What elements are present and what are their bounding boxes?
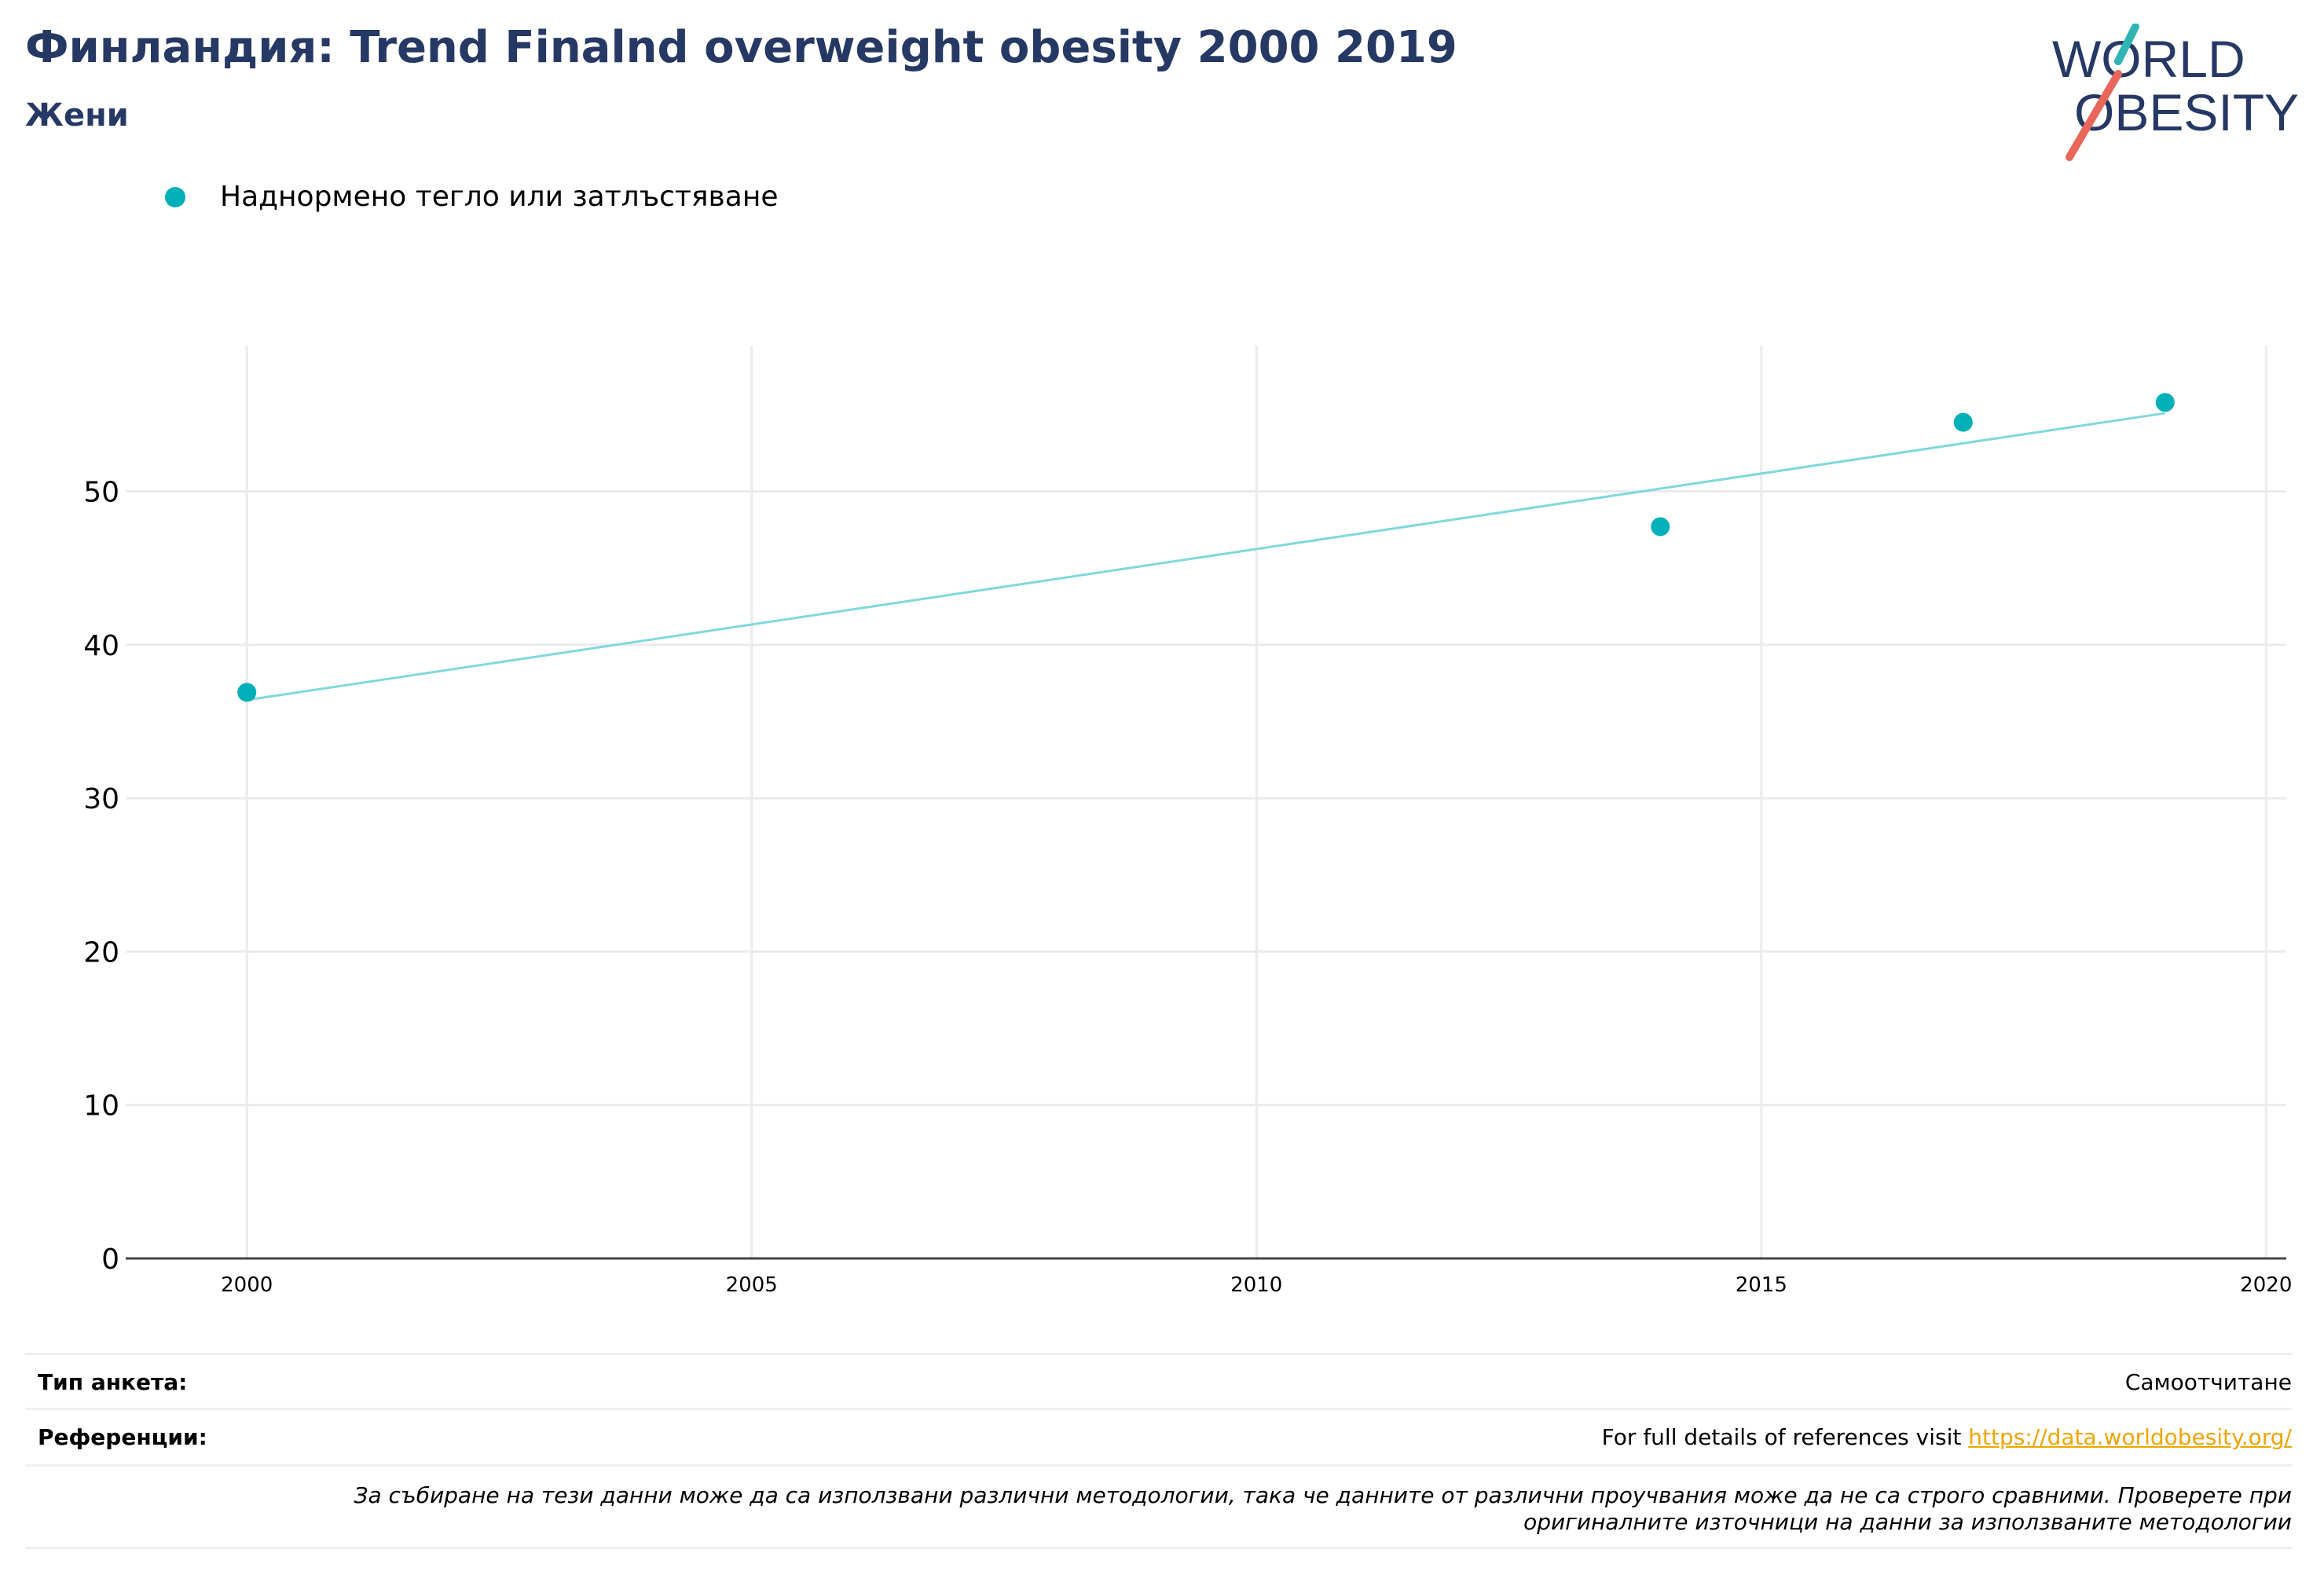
methodology-note-line-1: За събиране на тези данни може да са изп… (354, 1482, 2293, 1508)
references-label: Референции: (38, 1424, 207, 1450)
y-tick-label: 10 (83, 1090, 119, 1123)
world-obesity-logo: WORLD OBESITY (2052, 24, 2299, 161)
y-tick-label: 0 (101, 1244, 119, 1276)
methodology-note-line-2: оригиналните източници на данни за изпол… (1523, 1509, 2292, 1535)
y-tick-label: 50 (83, 477, 119, 509)
logo-word-obesity: OBESITY (2074, 83, 2299, 141)
survey-type-value: Самоотчитане (2124, 1369, 2292, 1395)
logo-slash-top (2114, 24, 2139, 65)
legend-marker (165, 186, 185, 207)
y-tick-label: 40 (83, 630, 119, 662)
x-tick-label: 2020 (2240, 1273, 2292, 1297)
logo-slash-bottom (2066, 70, 2122, 161)
x-tick-label: 2005 (726, 1273, 778, 1297)
survey-type-row: Тип анкета: Самоотчитане (25, 1353, 2292, 1408)
references-value: For full details of references visit htt… (1602, 1424, 2292, 1450)
x-tick-label: 2015 (1736, 1273, 1787, 1297)
y-tick-label: 30 (83, 783, 119, 815)
trendline (246, 412, 2166, 701)
chart-legend: Наднормено тегло или затлъстяване (165, 181, 779, 213)
page-title: Финландия: Trend Finalnd overweight obes… (25, 22, 1457, 73)
data-point (1651, 517, 1670, 537)
methodology-note: За събиране на тези данни може да са изп… (92, 1482, 2293, 1536)
y-tick-label: 20 (83, 936, 119, 969)
x-tick-label: 2000 (221, 1273, 273, 1297)
references-text: For full details of references visit (1601, 1424, 1969, 1450)
references-row: Референции: For full details of referenc… (25, 1408, 2292, 1463)
page-subtitle: Жени (25, 97, 129, 134)
legend-label: Наднормено тегло или затлъстяване (220, 181, 779, 213)
data-point (2155, 393, 2175, 412)
methodology-note-row: За събиране на тези данни може да са изп… (25, 1464, 2292, 1549)
references-link[interactable]: https://data.worldobesity.org/ (1968, 1424, 2292, 1450)
data-point (237, 683, 257, 702)
x-tick-label: 2010 (1230, 1273, 1282, 1297)
logo-word-world: WORLD (2052, 30, 2245, 88)
data-point (1953, 412, 1973, 432)
survey-type-label: Тип анкета: (38, 1369, 188, 1395)
scatter-chart: 2000 2005 2010 2015 2020 0 10 20 30 40 50 (83, 346, 2292, 1297)
